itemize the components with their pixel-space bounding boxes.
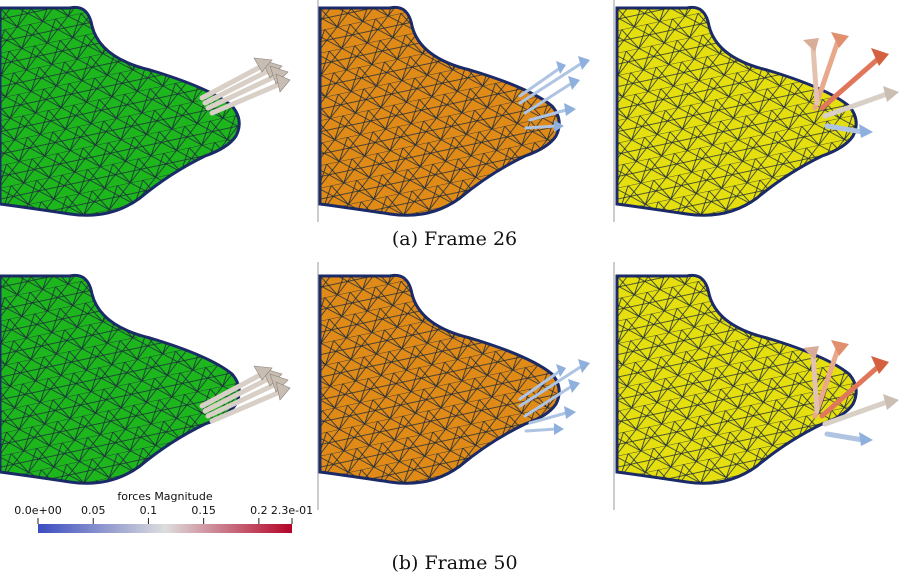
panel-a1 bbox=[0, 5, 290, 217]
colorbar: forces Magnitude 0.0e+00 0.05 0.1 0.15 0.2 2.… bbox=[14, 490, 313, 533]
colorbar-title: forces Magnitude bbox=[117, 490, 212, 503]
colorbar-tick-label: 2.3e-01 bbox=[271, 504, 313, 517]
panel-a2 bbox=[318, 5, 592, 217]
caption: (b) Frame 50 bbox=[391, 552, 518, 574]
colorbar-tick-label: 0.05 bbox=[81, 504, 106, 517]
panel-b1 bbox=[0, 273, 290, 485]
panel-a3 bbox=[615, 5, 899, 217]
colorbar-tick-label: 0.1 bbox=[140, 504, 158, 517]
caption: (a) Frame 26 bbox=[391, 228, 518, 250]
colorbar-gradient bbox=[38, 524, 292, 533]
colorbar-tick-label: 0.15 bbox=[191, 504, 216, 517]
colorbar-tick-label: 0.0e+00 bbox=[14, 504, 61, 517]
panel-b3 bbox=[615, 273, 899, 485]
panel-b2 bbox=[318, 273, 592, 485]
colorbar-tick-label: 0.2 bbox=[250, 504, 268, 517]
